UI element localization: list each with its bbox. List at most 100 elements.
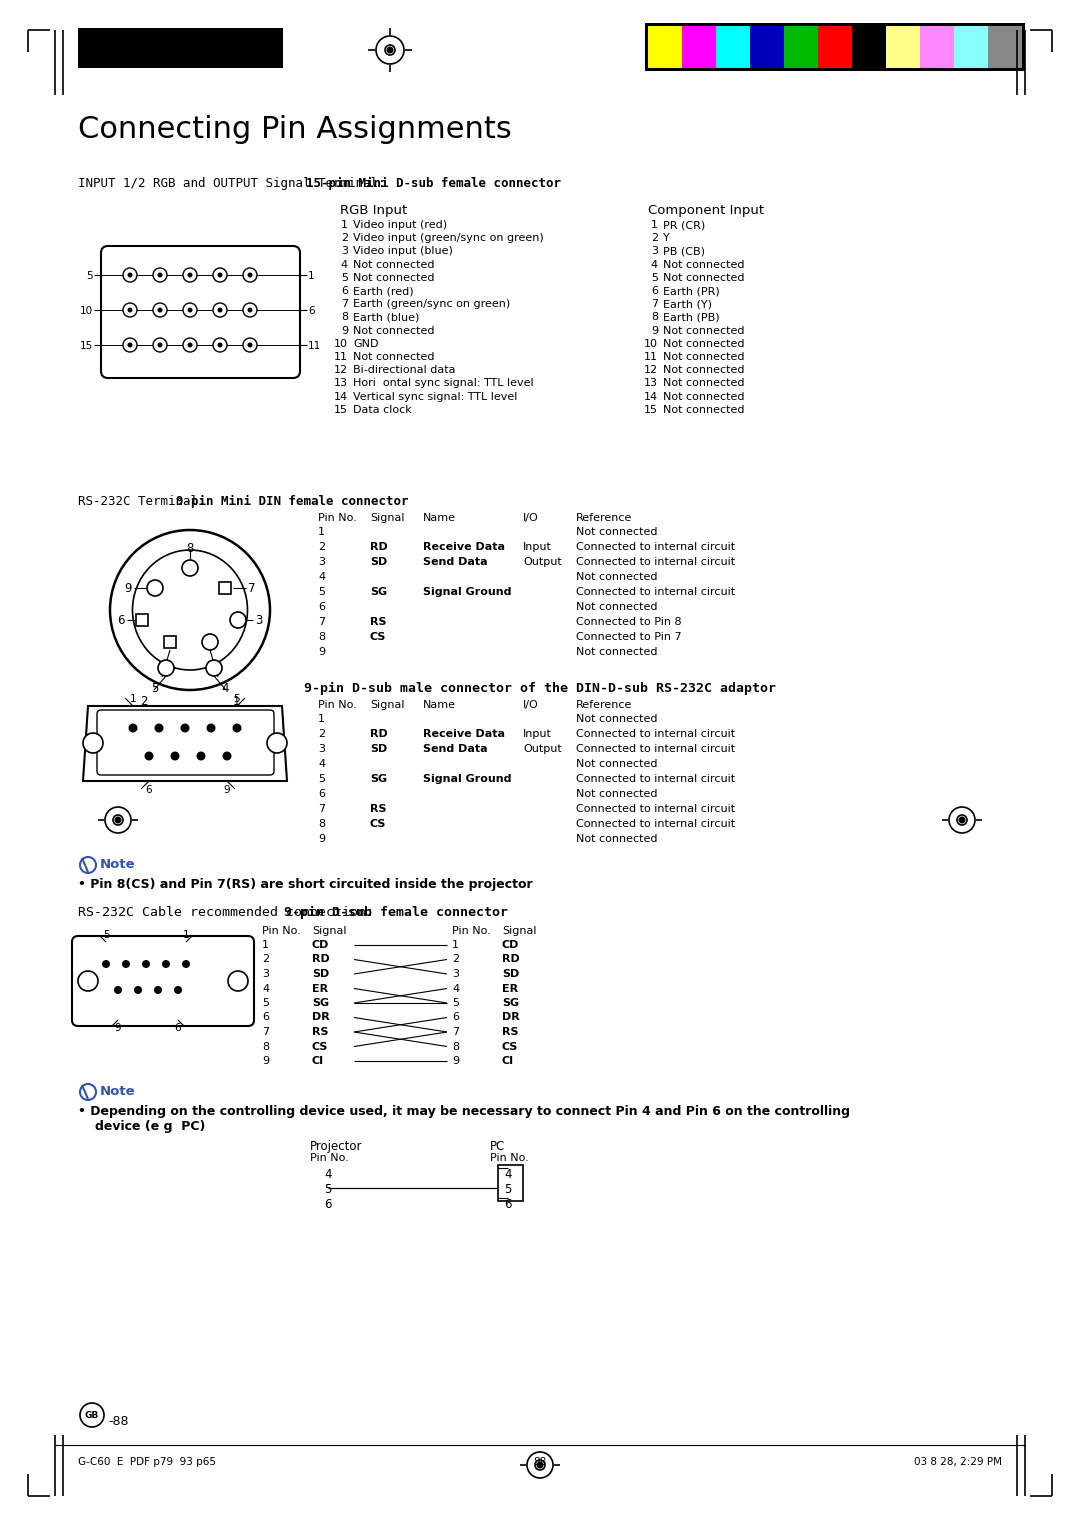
Text: Signal: Signal xyxy=(370,513,405,523)
Text: Output: Output xyxy=(523,744,562,753)
Text: 4: 4 xyxy=(262,984,269,993)
Text: 8: 8 xyxy=(318,819,325,830)
Text: Earth (blue): Earth (blue) xyxy=(353,312,419,322)
Bar xyxy=(645,23,1025,70)
Text: • Depending on the controlling device used, it may be necessary to connect Pin 4: • Depending on the controlling device us… xyxy=(78,1105,850,1118)
Text: 8: 8 xyxy=(318,633,325,642)
Text: Note: Note xyxy=(100,1085,136,1099)
Text: Earth (red): Earth (red) xyxy=(353,286,414,296)
Text: PB (CB): PB (CB) xyxy=(663,246,705,257)
Circle shape xyxy=(197,752,205,761)
Text: SG: SG xyxy=(370,775,387,784)
Text: 9: 9 xyxy=(341,325,348,336)
Text: 9: 9 xyxy=(224,785,230,795)
Text: 1: 1 xyxy=(308,270,314,281)
Circle shape xyxy=(213,267,227,283)
Text: 10: 10 xyxy=(334,339,348,348)
Text: Y: Y xyxy=(663,234,670,243)
Text: Video input (blue): Video input (blue) xyxy=(353,246,453,257)
Text: Not connected: Not connected xyxy=(353,274,434,283)
Circle shape xyxy=(154,723,163,732)
Text: 9: 9 xyxy=(114,1024,121,1033)
Text: 4: 4 xyxy=(453,984,459,993)
Text: 2: 2 xyxy=(318,542,325,552)
Text: CS: CS xyxy=(502,1042,518,1051)
Text: 1: 1 xyxy=(341,220,348,231)
Text: -88: -88 xyxy=(108,1415,129,1429)
Text: 1: 1 xyxy=(183,931,189,940)
Circle shape xyxy=(147,581,163,596)
Text: 4: 4 xyxy=(324,1167,332,1181)
Text: 9: 9 xyxy=(124,582,132,594)
Text: Not connected: Not connected xyxy=(576,602,658,613)
Text: 7: 7 xyxy=(453,1027,459,1038)
Text: 4: 4 xyxy=(318,759,325,769)
Text: 9: 9 xyxy=(318,834,325,843)
Text: PC: PC xyxy=(490,1140,505,1154)
Text: Not connected: Not connected xyxy=(663,351,744,362)
Text: RD: RD xyxy=(502,955,519,964)
Text: Earth (PR): Earth (PR) xyxy=(663,286,719,296)
Text: 3: 3 xyxy=(255,614,262,626)
Text: I/O: I/O xyxy=(523,700,539,711)
Text: Connected to Pin 7: Connected to Pin 7 xyxy=(576,633,681,642)
Text: 7: 7 xyxy=(651,299,658,309)
Text: Connected to internal circuit: Connected to internal circuit xyxy=(576,775,735,784)
Text: 5: 5 xyxy=(233,694,241,704)
Circle shape xyxy=(217,307,222,313)
Text: Not connected: Not connected xyxy=(663,405,744,414)
Text: 2: 2 xyxy=(140,695,148,707)
Text: Pin No.: Pin No. xyxy=(310,1154,349,1163)
Text: • Pin 8(CS) and Pin 7(RS) are short circuited inside the projector: • Pin 8(CS) and Pin 7(RS) are short circ… xyxy=(78,879,532,891)
Text: SD: SD xyxy=(502,969,519,979)
Text: 12: 12 xyxy=(644,365,658,376)
Bar xyxy=(219,582,231,594)
Text: CS: CS xyxy=(370,819,387,830)
Circle shape xyxy=(247,307,253,313)
Text: Data clock: Data clock xyxy=(353,405,411,414)
Text: 6: 6 xyxy=(324,1198,332,1212)
Text: 8: 8 xyxy=(341,312,348,322)
Text: 8: 8 xyxy=(187,541,193,555)
Text: Pin No.: Pin No. xyxy=(262,926,300,937)
Text: Earth (green/sync on green): Earth (green/sync on green) xyxy=(353,299,510,309)
Circle shape xyxy=(202,634,218,649)
Circle shape xyxy=(102,960,110,969)
Text: 9-pin Mini DIN female connector: 9-pin Mini DIN female connector xyxy=(176,495,408,509)
Text: 9-pin D-sub male connector of the DIN-D-sub RS-232C adaptor: 9-pin D-sub male connector of the DIN-D-… xyxy=(303,681,777,695)
Text: ER: ER xyxy=(502,984,518,993)
Circle shape xyxy=(183,267,197,283)
Text: G-C60  E  PDF p79  93 p65: G-C60 E PDF p79 93 p65 xyxy=(78,1458,216,1467)
Text: 5: 5 xyxy=(151,681,159,695)
Bar xyxy=(136,614,148,626)
Text: Earth (PB): Earth (PB) xyxy=(663,312,719,322)
Circle shape xyxy=(127,272,133,278)
Circle shape xyxy=(537,1461,543,1468)
Text: CI: CI xyxy=(312,1056,324,1067)
Text: 11: 11 xyxy=(308,341,321,351)
Text: Not connected: Not connected xyxy=(353,351,434,362)
Text: 7: 7 xyxy=(318,617,325,626)
Text: 2: 2 xyxy=(262,955,269,964)
Circle shape xyxy=(188,272,192,278)
Bar xyxy=(852,26,886,69)
Text: 3: 3 xyxy=(341,246,348,257)
Circle shape xyxy=(188,342,192,347)
Circle shape xyxy=(122,960,130,969)
Text: 5: 5 xyxy=(453,998,459,1008)
Text: 9: 9 xyxy=(318,646,325,657)
Text: RS: RS xyxy=(502,1027,518,1038)
Bar xyxy=(886,26,920,69)
Text: 5: 5 xyxy=(262,998,269,1008)
Text: 5: 5 xyxy=(324,1183,332,1196)
Text: INPUT 1/2 RGB and OUTPUT Signal Terminal:: INPUT 1/2 RGB and OUTPUT Signal Terminal… xyxy=(78,177,393,189)
Text: 2: 2 xyxy=(453,955,459,964)
Text: Connected to internal circuit: Connected to internal circuit xyxy=(576,558,735,567)
Circle shape xyxy=(171,752,179,761)
Text: Connected to Pin 8: Connected to Pin 8 xyxy=(576,617,681,626)
Text: Hori  ontal sync signal: TTL level: Hori ontal sync signal: TTL level xyxy=(353,379,534,388)
Text: 1: 1 xyxy=(651,220,658,231)
Bar xyxy=(78,28,283,69)
Text: 15: 15 xyxy=(644,405,658,414)
Text: 15-pin Mini D-sub female connector: 15-pin Mini D-sub female connector xyxy=(306,177,561,189)
